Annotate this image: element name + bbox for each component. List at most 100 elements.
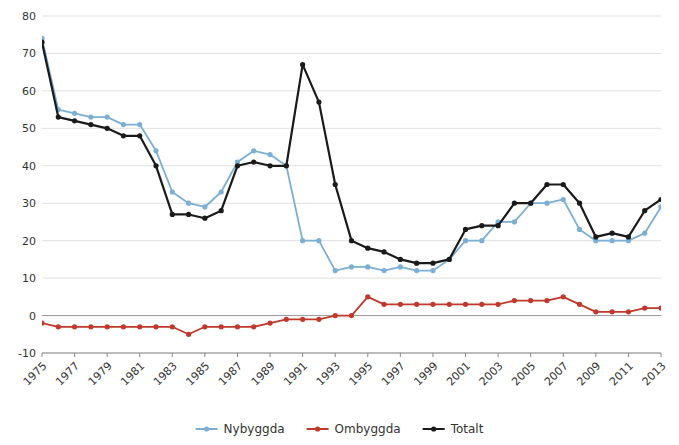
x-tick bbox=[367, 353, 368, 357]
series bbox=[42, 36, 661, 273]
legend-item: Nybyggda bbox=[196, 422, 285, 436]
point bbox=[202, 204, 207, 209]
point bbox=[561, 197, 566, 202]
point bbox=[365, 294, 370, 299]
point bbox=[512, 201, 517, 206]
point bbox=[463, 302, 468, 307]
point bbox=[72, 118, 77, 123]
point bbox=[251, 159, 256, 164]
x-tick-label: 1977 bbox=[53, 359, 82, 388]
x-tick-label: 1983 bbox=[151, 359, 180, 388]
x-tick bbox=[432, 353, 433, 357]
point bbox=[414, 261, 419, 266]
legend-item: Ombyggda bbox=[307, 422, 401, 436]
x-tick-label: 1981 bbox=[118, 359, 147, 388]
point bbox=[88, 324, 93, 329]
y-tick-label: 40 bbox=[22, 160, 36, 173]
series-line bbox=[42, 297, 661, 334]
point bbox=[56, 115, 61, 120]
legend-label: Nybyggda bbox=[224, 422, 285, 436]
point bbox=[561, 182, 566, 187]
point bbox=[186, 212, 191, 217]
point bbox=[528, 298, 533, 303]
point bbox=[153, 148, 158, 153]
series-line bbox=[42, 38, 661, 270]
point bbox=[381, 249, 386, 254]
grid-line bbox=[42, 16, 661, 17]
y-axis: -1001020304050607080 bbox=[18, 10, 661, 360]
point bbox=[219, 324, 224, 329]
point bbox=[398, 264, 403, 269]
point bbox=[512, 219, 517, 224]
point bbox=[593, 309, 598, 314]
point bbox=[267, 152, 272, 157]
y-tick-label: 20 bbox=[22, 235, 36, 248]
x-tick-label: 2011 bbox=[607, 359, 636, 388]
point bbox=[235, 324, 240, 329]
x-tick bbox=[139, 353, 140, 357]
grid-line bbox=[42, 203, 661, 204]
x-tick-label: 2001 bbox=[444, 359, 473, 388]
point bbox=[72, 111, 77, 116]
y-tick-label: 0 bbox=[29, 310, 36, 323]
point bbox=[610, 231, 615, 236]
x-tick-label: 1999 bbox=[412, 359, 441, 388]
x-tick bbox=[595, 353, 596, 357]
grid-line bbox=[42, 165, 661, 166]
x-tick bbox=[107, 353, 108, 357]
point bbox=[544, 182, 549, 187]
point bbox=[170, 212, 175, 217]
chart: -100102030405060708019751977197919811983… bbox=[0, 0, 679, 445]
point bbox=[153, 324, 158, 329]
point bbox=[186, 332, 191, 337]
point bbox=[658, 305, 661, 310]
point bbox=[496, 223, 501, 228]
point bbox=[447, 257, 452, 262]
point bbox=[479, 238, 484, 243]
point bbox=[658, 197, 661, 202]
x-tick-label: 1979 bbox=[86, 359, 115, 388]
point bbox=[610, 309, 615, 314]
point bbox=[219, 189, 224, 194]
point bbox=[170, 324, 175, 329]
point bbox=[512, 298, 517, 303]
point bbox=[430, 261, 435, 266]
point bbox=[398, 302, 403, 307]
x-tick bbox=[563, 353, 564, 357]
point bbox=[300, 62, 305, 67]
point bbox=[219, 208, 224, 213]
x-tick-label: 2013 bbox=[640, 359, 669, 388]
point bbox=[365, 264, 370, 269]
legend-marker bbox=[431, 426, 436, 431]
point bbox=[381, 302, 386, 307]
point bbox=[496, 302, 501, 307]
point bbox=[349, 264, 354, 269]
point bbox=[88, 122, 93, 127]
x-tick-label: 1975 bbox=[21, 359, 50, 388]
x-tick bbox=[530, 353, 531, 357]
point bbox=[284, 317, 289, 322]
legend-item: Totalt bbox=[423, 422, 484, 436]
point bbox=[544, 201, 549, 206]
point bbox=[561, 294, 566, 299]
point bbox=[463, 238, 468, 243]
x-tick bbox=[498, 353, 499, 357]
y-tick-label: -10 bbox=[18, 347, 36, 360]
point bbox=[479, 302, 484, 307]
point bbox=[121, 324, 126, 329]
point bbox=[284, 163, 289, 168]
point bbox=[316, 317, 321, 322]
x-tick bbox=[400, 353, 401, 357]
x-axis: 1975197719791981198319851987198919911993… bbox=[21, 353, 669, 388]
point bbox=[430, 302, 435, 307]
point bbox=[300, 317, 305, 322]
point bbox=[251, 148, 256, 153]
point bbox=[202, 324, 207, 329]
grid-line bbox=[42, 353, 661, 354]
x-tick bbox=[335, 353, 336, 357]
x-tick-label: 2009 bbox=[574, 359, 603, 388]
point bbox=[577, 302, 582, 307]
point bbox=[349, 313, 354, 318]
point bbox=[56, 324, 61, 329]
point bbox=[577, 201, 582, 206]
